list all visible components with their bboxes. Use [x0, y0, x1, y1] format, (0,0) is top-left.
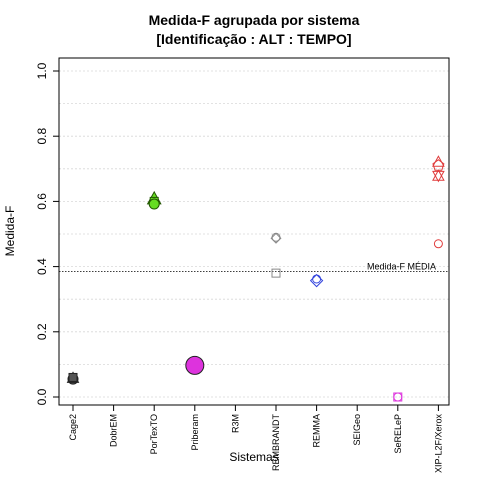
data-point-xip-l2f-xerox [433, 239, 443, 249]
y-tick-label: 1.0 [35, 62, 49, 79]
data-points [66, 155, 445, 402]
y-axis-label: Medida-F [3, 206, 17, 257]
data-point-xip-l2f-xerox [432, 159, 445, 171]
grid [59, 70, 449, 398]
x-tick-label: SEIGeo [352, 414, 362, 446]
data-point-cage2 [68, 372, 78, 382]
data-point-rembrandt [270, 232, 282, 244]
x-tick-label: DobrEM [109, 414, 119, 447]
x-tick-label: Cage2 [68, 414, 78, 441]
x-tick-label: PorTexTO [149, 414, 159, 454]
data-point-xip-l2f-xerox [432, 169, 445, 181]
y-tick-label: 0.0 [35, 388, 49, 405]
chart-title-line1: Medida-F agrupada por sistema [149, 12, 360, 28]
data-point-remma [312, 274, 322, 284]
x-axis: Cage2 DobrEM PorTexTO Priberam R3M REMBRANDT R… [68, 405, 443, 473]
data-point-remma [309, 273, 324, 288]
chart-title-line2: [Identificação : ALT : TEMPO] [156, 31, 351, 47]
plot-frame [58, 57, 450, 406]
data-point-xip-l2f-xerox [432, 155, 445, 167]
y-tick-label: 0.4 [35, 258, 49, 275]
data-point-rembrandt [271, 268, 281, 278]
x-axis-label: Sistemas [229, 450, 278, 464]
x-tick-label: R3M [230, 414, 240, 433]
x-tick-label: XIP-L2F/Xerox [433, 414, 443, 474]
y-axis: 0.0 0.2 0.4 0.6 0.8 1.0 [35, 62, 59, 405]
reference-line-label: Medida-F MÉDIA [367, 261, 436, 271]
data-point-portexto [148, 198, 160, 210]
x-tick-label: SeRELeP [393, 414, 403, 454]
data-point-serelep [393, 392, 403, 402]
y-tick-label: 0.8 [35, 128, 49, 145]
y-tick-label: 0.6 [35, 193, 49, 210]
y-tick-label: 0.2 [35, 323, 49, 340]
x-tick-label: REMMA [312, 414, 322, 448]
x-tick-label: REMBRANDT [271, 414, 281, 472]
x-tick-label: Priberam [190, 414, 200, 451]
data-point-priberam [185, 355, 205, 375]
